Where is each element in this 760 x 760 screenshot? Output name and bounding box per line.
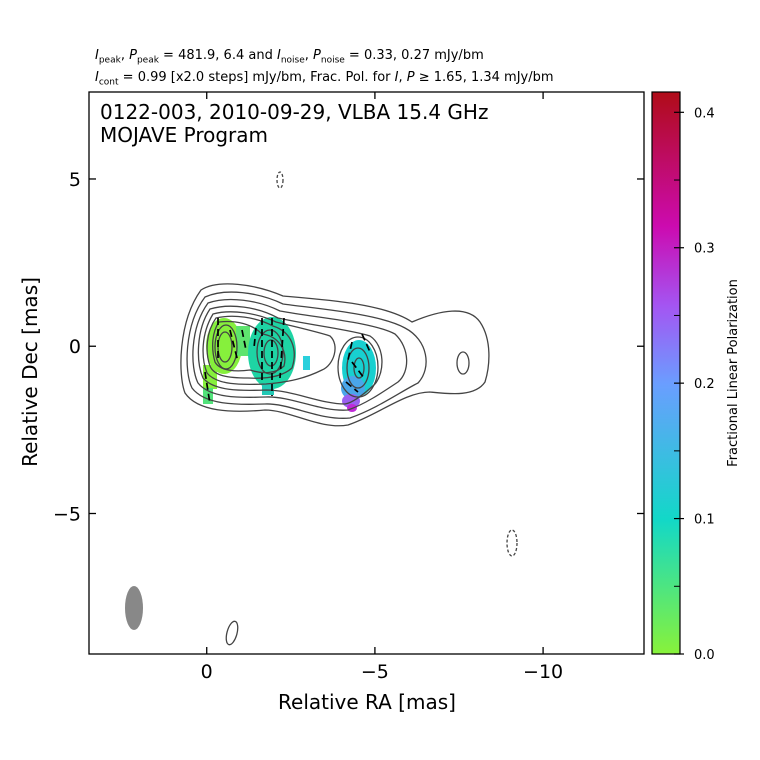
y-tick-label: 5: [69, 169, 81, 191]
i-threshold-symbol: I: [394, 70, 399, 85]
contour-level-4: [197, 305, 383, 405]
evpa-ticks: [204, 317, 371, 405]
contour-outer-knot-1: [337, 336, 379, 398]
header-peak-noise-line: Ipeak, Ppeak = 481.9, 6.4 and Inoise, Pn…: [95, 48, 484, 66]
p-noise-symbol: P: [313, 48, 321, 63]
i-noise-symbol: I: [276, 48, 281, 63]
i-cont-symbol: I: [95, 70, 99, 85]
p-peak-symbol: P: [129, 48, 137, 63]
peak-values: = 481.9, 6.4 and: [158, 48, 277, 63]
x-tick-label: −10: [523, 661, 563, 683]
evpa-tick: [279, 317, 285, 379]
contour-level-1: [180, 283, 490, 427]
chart-title: 0122-003, 2010-09-29, VLBA 15.4 GHz: [100, 100, 488, 124]
contour-level-7: [212, 320, 286, 374]
header-contour-threshold-line: Icont = 0.99 [x2.0 steps] mJy/bm, Frac. …: [95, 70, 554, 88]
i-peak-symbol: I: [95, 48, 99, 63]
evpa-tick: [351, 361, 365, 379]
x-tick-label: 0: [201, 661, 213, 683]
colorbar: [651, 91, 681, 655]
i-peak-subscript: peak: [98, 55, 121, 66]
plot-frame: [88, 91, 645, 655]
x-axis-ticks: 0 −5 −10: [201, 92, 563, 683]
y-tick-label: −5: [53, 504, 81, 526]
p-threshold-symbol: P: [406, 70, 415, 85]
beam-ellipse: [125, 586, 143, 630]
contour-level-5: [202, 311, 336, 386]
colorbar-tick-label: 0.2: [694, 377, 715, 392]
threshold-separator: ,: [398, 70, 407, 85]
p-noise-subscript: noise: [320, 55, 345, 66]
x-axis-label: Relative RA [mas]: [278, 690, 456, 714]
p-peak-subscript: peak: [136, 55, 159, 66]
pol-patch-isolated: [303, 356, 310, 370]
colorbar-ticks: 0.0 0.1 0.2 0.3 0.4: [674, 106, 715, 663]
contour-isolated-south: [225, 620, 239, 646]
pol-patch-inner-jet-edge: [262, 383, 274, 395]
colorbar-tick-label: 0.0: [694, 648, 715, 663]
evpa-tick: [347, 341, 353, 361]
chart-subtitle: MOJAVE Program: [100, 123, 268, 147]
noise-values: = 0.33, 0.27 mJy/bm: [344, 48, 484, 63]
evpa-tick: [361, 333, 371, 353]
contour-values: = 0.99 [x2.0 steps] mJy/bm, Frac. Pol. f…: [118, 70, 395, 85]
contour-level-3: [192, 298, 408, 411]
evpa-tick: [345, 381, 359, 393]
colorbar-label: Fractional Linear Polarization: [726, 279, 741, 467]
evpa-tick: [253, 327, 257, 349]
intensity-contours: [180, 171, 518, 646]
i-cont-subscript: cont: [98, 77, 119, 88]
pol-patch-core-bridge: [236, 326, 250, 356]
contour-outer-knot-3: [353, 357, 365, 379]
y-axis-ticks: 5 0 −5: [53, 169, 644, 526]
contour-level-2: [186, 291, 427, 419]
y-axis-label: Relative Dec [mas]: [18, 277, 42, 467]
contour-inner-jet-2: [263, 339, 279, 367]
contour-negative-north: [276, 171, 284, 189]
pol-patch-outer-knot-edge: [342, 394, 360, 408]
contour-outer-knot-2: [346, 347, 370, 389]
contour-inner-jet-1: [256, 329, 284, 375]
x-tick-label: −5: [361, 661, 389, 683]
i-noise-subscript: noise: [280, 55, 305, 66]
y-tick-label: 0: [69, 336, 81, 358]
threshold-values: ≥ 1.65, 1.34 mJy/bm: [414, 70, 554, 85]
colorbar-tick-label: 0.4: [694, 106, 715, 121]
evpa-tick: [241, 329, 247, 351]
evpa-tick: [204, 371, 211, 405]
colorbar-tick-label: 0.3: [694, 242, 715, 257]
contour-level-8: [214, 324, 238, 370]
contour-isolated-east: [456, 351, 470, 375]
evpa-tick: [229, 329, 239, 363]
colorbar-tick-label: 0.1: [694, 513, 715, 528]
contour-negative-southwest: [506, 529, 518, 557]
